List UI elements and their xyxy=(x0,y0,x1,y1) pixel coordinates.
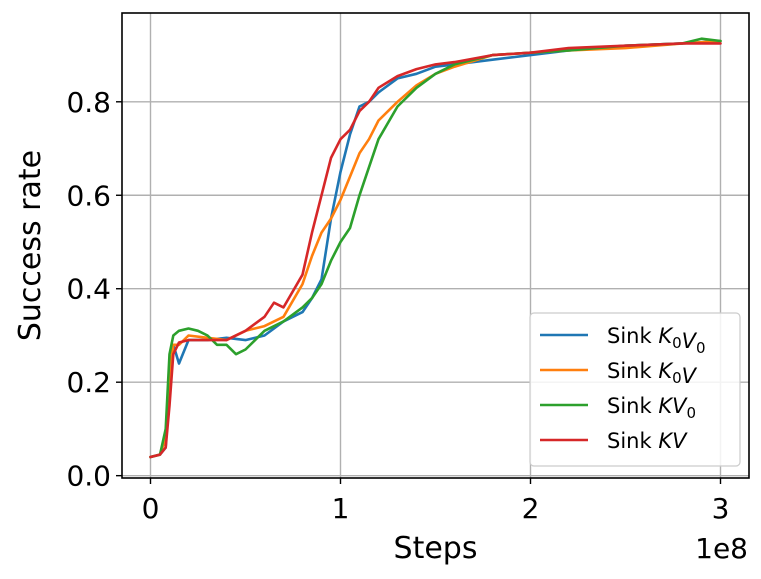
x-tick-label: 2 xyxy=(522,492,540,525)
x-tick-label: 0 xyxy=(142,492,160,525)
legend-box xyxy=(529,312,741,467)
x-axis-offset-text: 1e8 xyxy=(695,532,748,565)
legend-label: Sink K0V0 xyxy=(607,324,706,357)
x-tick-label: 3 xyxy=(712,492,730,525)
y-axis-label: Success rate xyxy=(13,150,48,341)
y-tick-label: 0.0 xyxy=(66,460,111,493)
series-layer xyxy=(149,37,722,459)
legend-label: Sink K0V xyxy=(607,359,698,388)
ticks: 0 1 2 3 0.0 0.2 0.4 0.6 0.8 xyxy=(66,86,729,525)
plot-frame xyxy=(121,12,750,479)
legend-label: Sink KV0 xyxy=(607,394,696,422)
y-tick-label: 0.6 xyxy=(66,179,111,212)
legend-label: Sink KV xyxy=(607,429,688,453)
y-tick-label: 0.8 xyxy=(66,86,111,119)
x-axis-label: Steps xyxy=(394,531,478,566)
series-line-3 xyxy=(149,42,722,459)
x-tick-label: 1 xyxy=(332,492,350,525)
y-tick-label: 0.2 xyxy=(66,366,111,399)
y-tick-label: 0.4 xyxy=(66,273,111,306)
